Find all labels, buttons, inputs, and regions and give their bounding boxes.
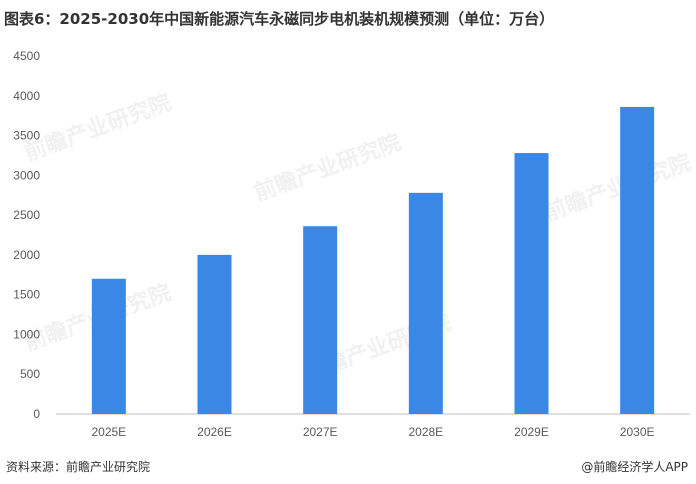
x-tick-label: 2030E [620, 425, 655, 439]
y-tick-label: 1500 [13, 288, 40, 302]
bar-2029E [514, 153, 549, 414]
y-tick-label: 4000 [13, 89, 40, 103]
x-tick-label: 2027E [303, 425, 338, 439]
x-tick-label: 2026E [197, 425, 232, 439]
y-tick-label: 2500 [13, 208, 40, 222]
credit-note: @前瞻经济学人APP [581, 460, 688, 474]
y-tick-label: 2000 [13, 248, 40, 262]
y-tick-label: 0 [33, 407, 40, 421]
x-tick-label: 2028E [408, 425, 443, 439]
source-note: 资料来源：前瞻产业研究院 [6, 460, 151, 474]
y-tick-label: 500 [20, 367, 40, 381]
x-tick-label: 2029E [514, 425, 549, 439]
bar-2025E [91, 278, 126, 414]
y-tick-label: 1000 [13, 327, 40, 341]
bar-2027E [303, 226, 338, 414]
x-tick-label: 2025E [91, 425, 126, 439]
y-tick-label: 3500 [13, 129, 40, 143]
y-tick-label: 3000 [13, 168, 40, 182]
y-tick-label: 4500 [13, 49, 40, 63]
chart-title: 图表6：2025-2030年中国新能源汽车永磁同步电机装机规模预测（单位：万台） [4, 10, 555, 28]
bar-2026E [197, 254, 232, 414]
bar-2028E [408, 192, 443, 414]
bar-2030E [620, 106, 655, 414]
